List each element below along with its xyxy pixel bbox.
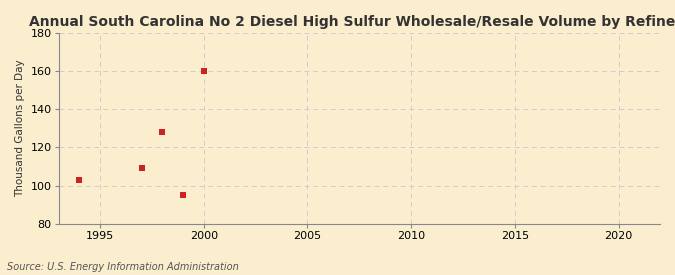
Text: Source: U.S. Energy Information Administration: Source: U.S. Energy Information Administ… (7, 262, 238, 272)
Y-axis label: Thousand Gallons per Day: Thousand Gallons per Day (15, 60, 25, 197)
Title: Annual South Carolina No 2 Diesel High Sulfur Wholesale/Resale Volume by Refiner: Annual South Carolina No 2 Diesel High S… (28, 15, 675, 29)
